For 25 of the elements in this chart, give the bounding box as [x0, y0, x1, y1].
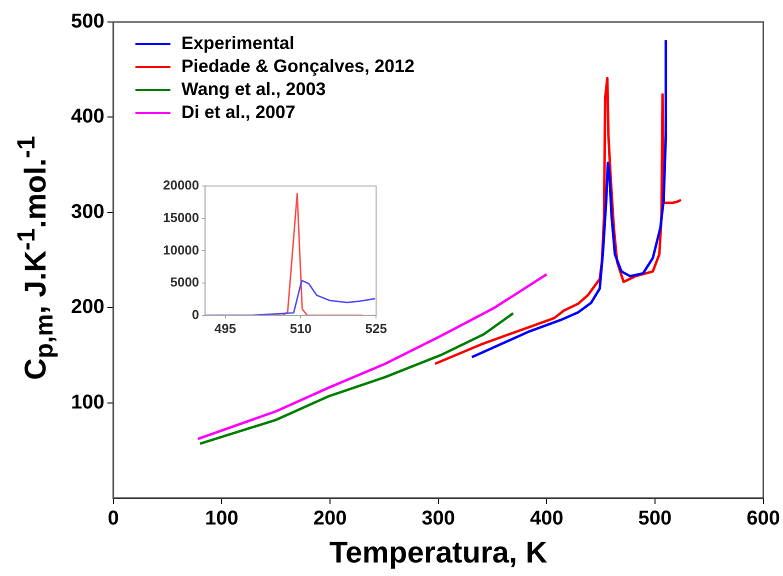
y-tick-label: 500 [70, 10, 104, 33]
legend-label: Experimental [181, 32, 294, 53]
y-tick-label: 400 [70, 106, 104, 128]
x-tick-label: 200 [313, 508, 347, 530]
x-tick-label: 510 [290, 320, 312, 336]
x-tick-label: 0 [108, 508, 119, 530]
y-tick-label: 0 [192, 306, 200, 322]
x-axis-title: Temperatura, K [329, 536, 548, 570]
x-tick-label: 300 [422, 508, 456, 530]
x-tick-label: 400 [530, 508, 564, 530]
y-tick-label: 200 [70, 296, 104, 318]
legend-label: Wang et al., 2003 [181, 78, 326, 99]
y-tick-label: 5000 [170, 274, 200, 290]
x-tick-label: 525 [365, 320, 388, 336]
y-tick-label: 100 [70, 391, 104, 414]
x-tick-label: 500 [638, 508, 672, 530]
y-tick-label: 15000 [162, 210, 200, 225]
legend-label: Di et al., 2007 [181, 102, 296, 122]
y-tick-label: 10000 [162, 242, 200, 258]
x-tick-label: 600 [746, 508, 780, 530]
x-tick-label: 495 [214, 320, 236, 336]
x-tick-label: 100 [205, 508, 238, 530]
y-tick-label: 300 [70, 200, 104, 223]
y-tick-label: 20000 [162, 178, 200, 193]
legend-label: Piedade & Gonçalves, 2012 [181, 56, 414, 76]
